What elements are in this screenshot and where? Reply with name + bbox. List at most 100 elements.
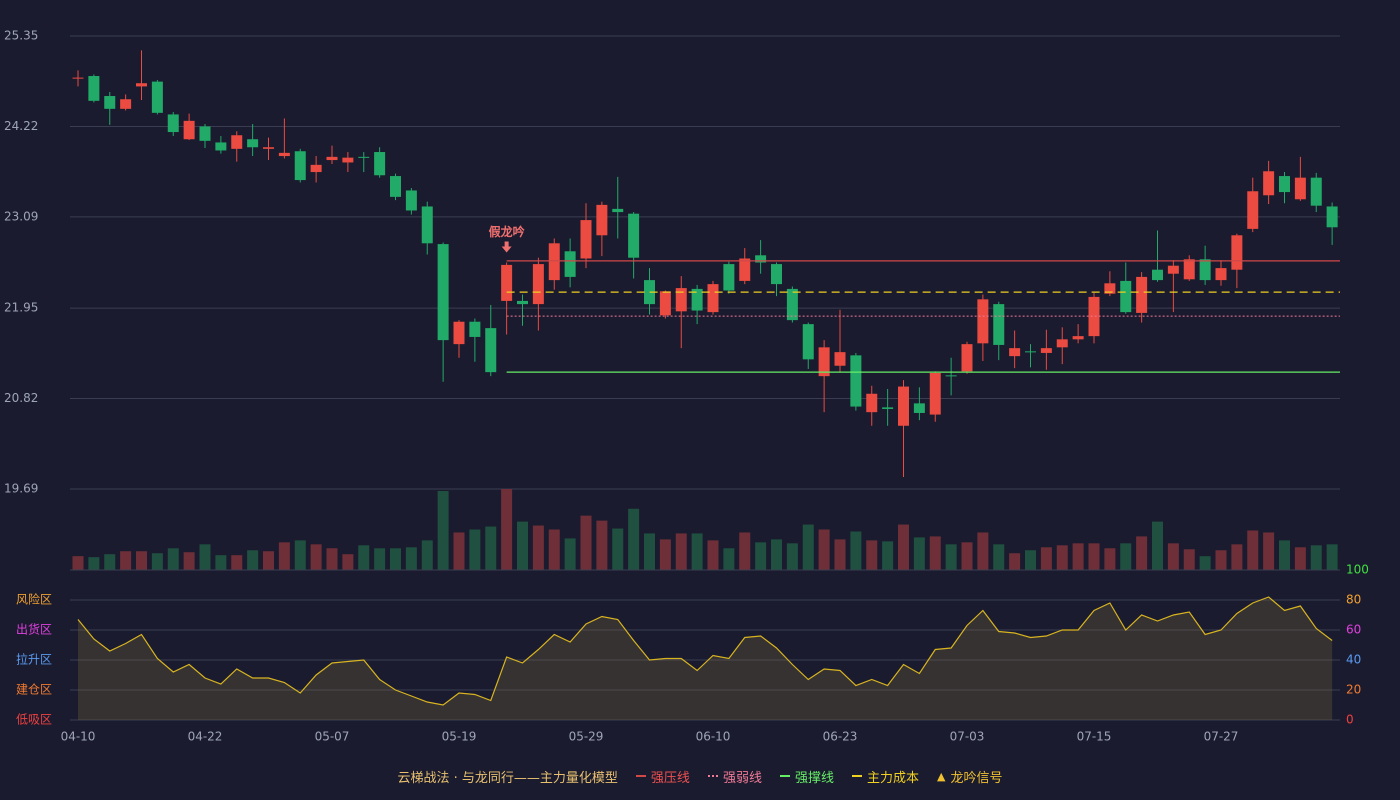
candle-body <box>374 152 386 176</box>
candle-body <box>1215 268 1227 281</box>
legend-swatch: ▲ <box>936 769 946 783</box>
candle-body <box>1231 235 1243 270</box>
volume-bar <box>596 520 608 570</box>
volume-bar <box>342 554 354 570</box>
candle-body <box>850 355 862 407</box>
candle-body <box>993 304 1005 345</box>
legend-label: 强撑线 <box>794 770 834 786</box>
volume-bar <box>929 536 941 570</box>
legend-label: 强压线 <box>650 770 690 786</box>
zone-label: 风险区 <box>16 592 52 607</box>
x-tick-label: 05-29 <box>569 730 604 744</box>
volume-bar <box>1231 544 1243 570</box>
volume-bar <box>358 545 370 570</box>
volume-bar <box>1088 543 1100 570</box>
volume-bar <box>278 542 290 570</box>
legend-swatch <box>635 775 646 777</box>
volume-bar <box>675 533 687 570</box>
legend-label: 龙吟信号 <box>950 770 1003 786</box>
legend-swatch <box>779 775 790 777</box>
volume-bar <box>1199 556 1211 570</box>
page: 19.69 20.82 21.95 23.09 24.22 25.35 假龙吟 0 20 40 60… <box>4 28 1369 786</box>
volume-bar <box>961 542 973 570</box>
candle-body <box>929 372 941 415</box>
volume-bar <box>866 540 878 570</box>
candle-body <box>1263 171 1275 196</box>
volume-bar <box>1120 543 1132 570</box>
x-tick-label: 05-07 <box>315 730 350 744</box>
candle-body <box>1040 348 1052 353</box>
volume-bar <box>231 555 243 570</box>
annotation-arrow <box>501 241 512 253</box>
candle-body <box>437 244 449 341</box>
candle-body <box>945 375 957 377</box>
candle-body <box>898 386 909 426</box>
volume-bar <box>469 529 481 570</box>
volume-bar <box>136 551 147 570</box>
y-tick-label: 24.22 <box>4 119 38 133</box>
volume-bar <box>485 526 497 570</box>
legend-swatch <box>851 775 862 777</box>
candle-body <box>421 206 433 244</box>
candle-body <box>358 156 370 158</box>
volume-bar <box>802 524 814 570</box>
volume-bar <box>1326 544 1338 570</box>
candle-body <box>151 81 163 113</box>
volume-bar <box>1040 547 1052 570</box>
candle-body <box>390 176 401 197</box>
volume-bar <box>120 551 132 570</box>
y-tick-label: 21.95 <box>4 301 38 315</box>
candle-body <box>675 288 687 312</box>
volume-bar <box>612 528 624 570</box>
volume-bar <box>1072 543 1084 570</box>
volume-bar <box>1104 548 1116 570</box>
candle-body <box>723 264 735 291</box>
candle-body <box>834 352 846 366</box>
indicator-area <box>78 597 1333 720</box>
candle-body <box>771 264 782 285</box>
candle-body <box>104 96 116 109</box>
legend-item: 强弱线 <box>707 767 762 786</box>
volume-bar <box>453 532 465 570</box>
volume-bar <box>1215 550 1227 570</box>
volume-bar <box>1183 549 1195 570</box>
x-tick-label: 07-03 <box>950 730 985 744</box>
candle-body <box>294 151 306 181</box>
volume-bar <box>945 544 957 570</box>
volume-bar <box>580 515 592 570</box>
volume-bar <box>501 489 513 570</box>
candle-body <box>1088 296 1100 337</box>
volume-bar <box>913 537 925 570</box>
candle-body <box>1183 259 1195 280</box>
candle-body <box>183 120 195 140</box>
candle-body <box>136 83 147 87</box>
candle-body <box>802 324 814 360</box>
candle-body <box>866 393 878 413</box>
volume-bar <box>1247 530 1259 570</box>
x-tick-label: 07-15 <box>1077 730 1112 744</box>
candle-body <box>1056 339 1068 348</box>
volume-bar <box>1056 545 1068 570</box>
legend-title: 云梯战法 · 与龙同行——主力量化模型 <box>397 770 618 786</box>
volume-bar <box>707 540 719 570</box>
volume-bar <box>977 532 989 570</box>
volume-bar <box>818 529 830 570</box>
y2-tick-label: 40 <box>1346 653 1361 667</box>
candle-body <box>532 264 544 305</box>
volume-bar <box>882 541 894 570</box>
candle-body <box>405 190 417 211</box>
volume-bar <box>183 552 195 570</box>
candle-body <box>88 76 100 101</box>
candle-body <box>1294 177 1306 200</box>
volume-bar <box>1152 521 1163 570</box>
volume-bar <box>263 551 274 570</box>
volume-bar <box>659 539 671 570</box>
volume-bar <box>517 521 528 570</box>
legend-item: 强撑线 <box>779 767 834 786</box>
candle-body <box>1167 265 1179 274</box>
candle-body <box>628 213 640 258</box>
candle-body <box>326 156 338 161</box>
y2-tick-label: 100 <box>1346 563 1369 577</box>
y-tick-label: 25.35 <box>4 29 38 43</box>
volume-bar <box>151 553 163 570</box>
